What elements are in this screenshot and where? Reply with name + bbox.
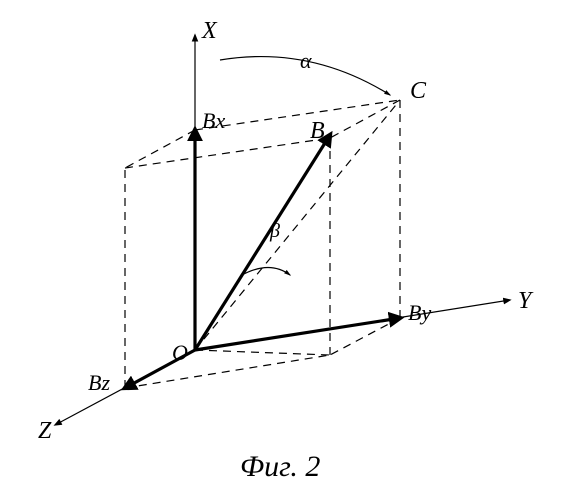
label-beta: β (270, 220, 280, 243)
label-alpha: α (300, 48, 312, 74)
label-o: O (172, 340, 188, 366)
label-x: X (202, 18, 217, 45)
label-b: B (310, 118, 325, 145)
diag-floor (195, 350, 330, 355)
vector-diagram (0, 0, 575, 500)
label-bx: Bх (202, 108, 225, 134)
figure-caption: Фиг. 2 (240, 450, 320, 484)
label-bz: Bz (88, 370, 110, 396)
diag-oc (195, 100, 400, 350)
label-z: Z (38, 418, 51, 445)
label-c: C (410, 78, 426, 105)
edge-top-back (125, 138, 330, 168)
edge-bx-c (195, 100, 400, 130)
label-by: Bу (408, 300, 431, 326)
label-y: Y (518, 288, 531, 315)
vector-b (195, 135, 330, 350)
arc-beta (242, 268, 290, 276)
